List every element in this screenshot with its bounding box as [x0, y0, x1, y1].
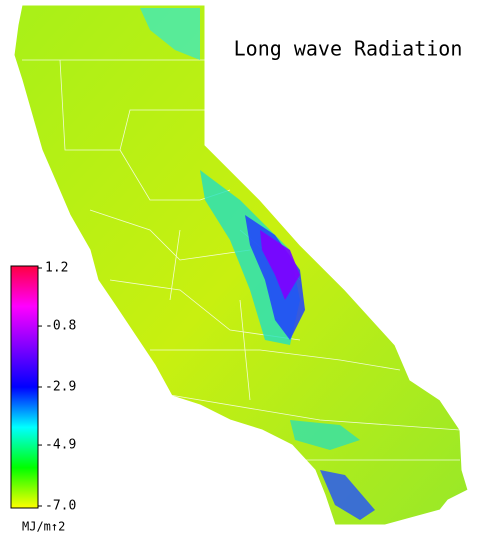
colorbar-tick-label: -2.9 [45, 380, 76, 395]
map-title: Long wave Radiation [234, 37, 463, 61]
north-cyan [140, 8, 200, 60]
california [13, 4, 469, 526]
sierra-blue [245, 215, 305, 340]
sierra-purple [260, 230, 300, 300]
colorbar-tick-label: 1.2 [45, 261, 68, 276]
colorbar [10, 265, 39, 509]
colorbar-tick-label: -0.8 [45, 319, 76, 334]
south-blue [320, 470, 375, 520]
colorbar-unit: MJ/m↑2 [22, 520, 65, 534]
colorbar-tick-label: -4.9 [45, 438, 76, 453]
colorbar-tick-label: -7.0 [45, 499, 76, 514]
colorbar-ticks: 1.2 -0.8 -2.9 -4.9 -7.0 [38, 261, 76, 514]
south-cyan [290, 420, 360, 450]
